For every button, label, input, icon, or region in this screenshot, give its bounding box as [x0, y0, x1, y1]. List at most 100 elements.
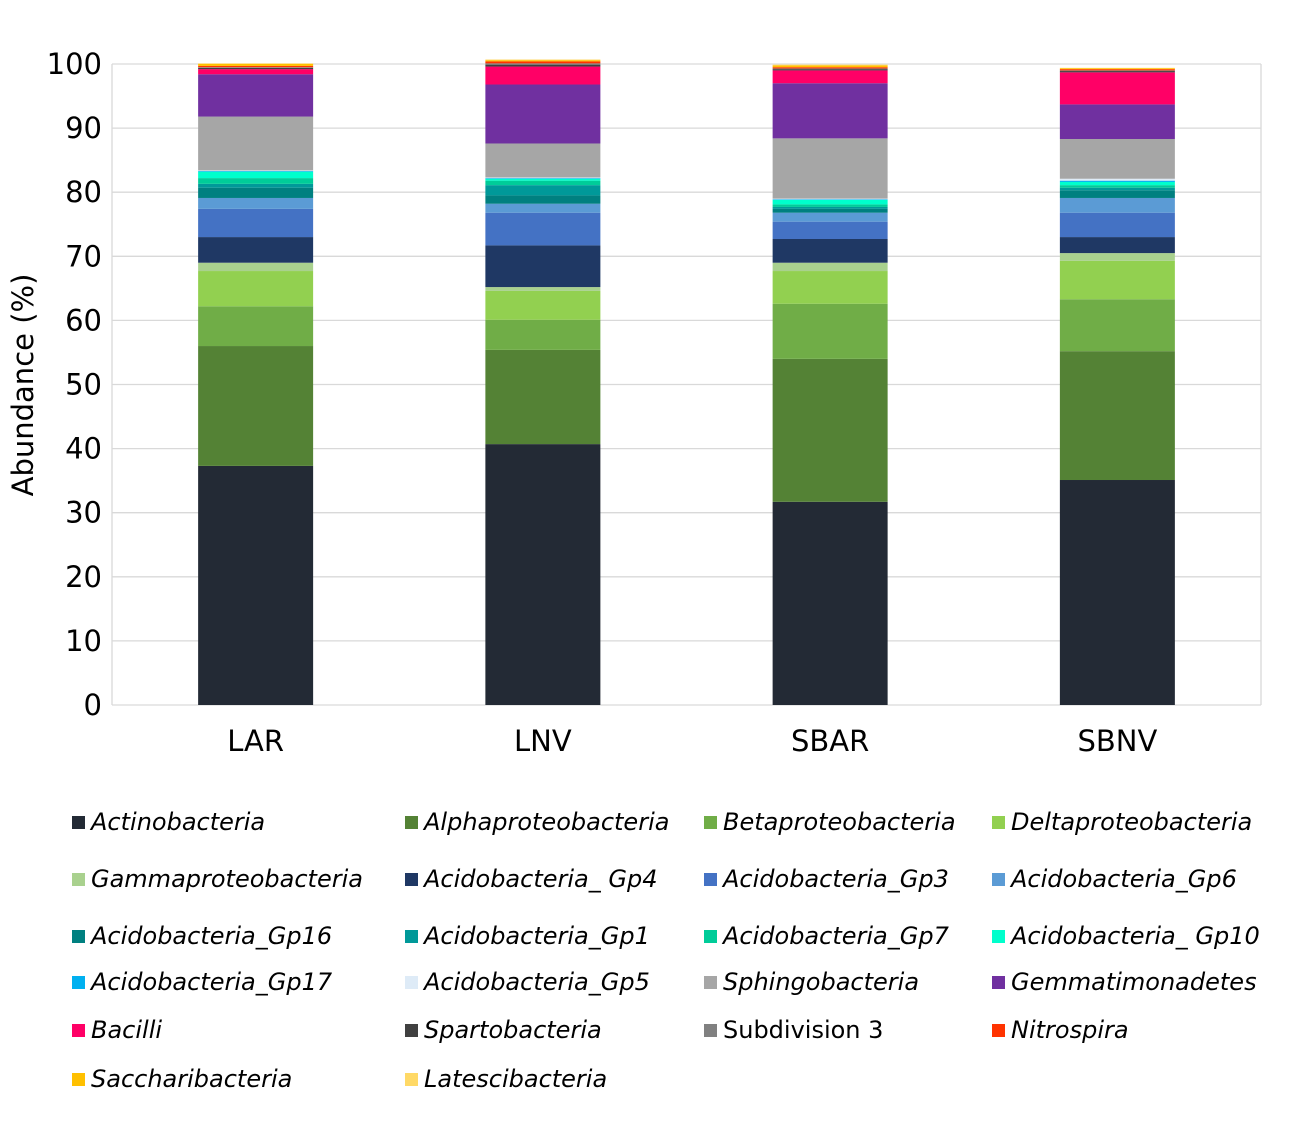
y-axis-ticks: 0 10 20 30 40 50 60 70 80 90 100	[47, 47, 102, 722]
bar-segment-subdivision-3	[485, 63, 601, 65]
bar-segment-deltaproteobacteria	[772, 271, 888, 304]
legend-item: Acidobacteria_Gp17	[72, 968, 332, 996]
legend-swatch	[992, 929, 1005, 943]
bar-segment-acidobacteria-gp4	[485, 245, 601, 288]
bar-segment-alphaproteobacteria	[1059, 351, 1175, 481]
bar-segment-actinobacteria	[198, 465, 314, 705]
bar-segment-subdivision-3	[772, 68, 888, 70]
legend-item: Spartobacteria	[405, 1016, 602, 1044]
y-tick-label: 90	[65, 111, 102, 145]
bar-segment-acidobacteria-gp7	[198, 178, 314, 184]
bar-segment-acidobacteria-gp4	[198, 237, 314, 263]
legend-swatch	[704, 929, 717, 943]
bar-segment-acidobacteria-gp7	[772, 204, 888, 207]
legend-item: Saccharibacteria	[72, 1065, 292, 1093]
bar-segment-acidobacteria-gp5	[198, 170, 314, 172]
bar-segment-acidobacteria-gp10	[485, 178, 601, 181]
bar-segment-acidobacteria-gp17	[772, 199, 888, 200]
bar-segment-gemmatimonadetes	[198, 74, 314, 117]
legend-label: Sphingobacteria	[723, 968, 920, 996]
bar-segment-acidobacteria-gp3	[485, 212, 601, 246]
legend-item: Bacilli	[72, 1016, 162, 1044]
legend-item: Nitrospira	[992, 1016, 1129, 1044]
bar-segment-subdivision-3	[1059, 70, 1175, 72]
bar-segment-betaproteobacteria	[1059, 299, 1175, 352]
bar-segment-acidobacteria-gp4	[772, 238, 888, 263]
legend-item: Deltaproteobacteria	[992, 808, 1252, 836]
bar-segment-latescibacteria	[772, 64, 888, 66]
legend-label: Gammaproteobacteria	[91, 865, 363, 893]
bar-segment-alphaproteobacteria	[485, 349, 601, 445]
bar-segment-latescibacteria	[1059, 67, 1175, 69]
legend-item: Subdivision 3	[704, 1016, 883, 1044]
bar-segment-acidobacteria-gp1	[1059, 187, 1175, 191]
bar-segment-acidobacteria-gp6	[198, 197, 314, 209]
bar-segment-acidobacteria-gp7	[1059, 185, 1175, 188]
bar-segment-saccharibacteria	[1059, 68, 1175, 70]
legend-swatch	[405, 815, 418, 829]
legend-swatch	[405, 975, 418, 989]
legend-label: Nitrospira	[1011, 1016, 1129, 1044]
bar-segment-gammaproteobacteria	[772, 262, 888, 272]
bar-segment-acidobacteria-gp3	[198, 208, 314, 238]
legend-label: Deltaproteobacteria	[1011, 808, 1253, 836]
bar-segment-deltaproteobacteria	[1059, 260, 1175, 300]
bar-segment-gammaproteobacteria	[1059, 253, 1175, 261]
bar-segment-spartobacteria	[772, 69, 888, 71]
bar-segment-acidobacteria-gp1	[198, 183, 314, 188]
bar-segment-nitrospira	[772, 67, 888, 69]
bar-segment-acidobacteria-gp17	[1059, 180, 1175, 182]
legend-swatch	[704, 815, 717, 829]
legend-item: Actinobacteria	[72, 808, 265, 836]
bar-segment-deltaproteobacteria	[198, 271, 314, 307]
bar-segment-sphingobacteria	[198, 116, 314, 171]
legend-item: Gammaproteobacteria	[72, 865, 363, 893]
bar-segment-acidobacteria-gp6	[1059, 197, 1175, 213]
bar-segment-bacilli	[1059, 72, 1175, 105]
bar-segment-acidobacteria-gp3	[1059, 212, 1175, 238]
bar-segment-actinobacteria	[772, 501, 888, 705]
legend-label: Acidobacteria_Gp6	[1011, 865, 1237, 893]
legend-item: Acidobacteria_Gp16	[72, 922, 332, 950]
bar-segment-saccharibacteria	[772, 65, 888, 68]
legend-swatch	[992, 872, 1005, 886]
bar-segment-nitrospira	[485, 61, 601, 64]
bar-segment-acidobacteria-gp5	[1059, 178, 1175, 181]
legend-swatch	[405, 1072, 418, 1086]
bar-segment-deltaproteobacteria	[485, 290, 601, 320]
bar-segment-acidobacteria-gp1	[485, 185, 601, 196]
y-axis-title: Abundance (%)	[6, 274, 40, 497]
bar-stack-lnv	[485, 59, 601, 705]
legend-item: Acidobacteria_ Gp10	[992, 922, 1260, 950]
legend-swatch	[405, 929, 418, 943]
y-tick-label: 0	[84, 688, 102, 722]
legend-swatch	[72, 872, 85, 886]
bar-segment-actinobacteria	[1059, 480, 1175, 705]
bar-segment-bacilli	[485, 66, 601, 85]
bar-segment-gemmatimonadetes	[485, 84, 601, 144]
bar-segment-spartobacteria	[485, 64, 601, 67]
legend-label: Gemmatimonadetes	[1011, 968, 1257, 996]
legend-label: Actinobacteria	[91, 808, 266, 836]
stacked-bar-chart: 0 10 20 30 40 50 60 70 80 90 100 LAR LNV SBAR SBNV Ab…	[6, 47, 1262, 758]
bar-segment-gammaproteobacteria	[198, 262, 314, 272]
bar-segment-acidobacteria-gp17	[485, 178, 601, 179]
y-tick-label: 20	[65, 560, 102, 594]
bar-segment-saccharibacteria	[485, 60, 601, 62]
y-tick-label: 40	[65, 432, 102, 466]
legend-swatch	[405, 1023, 418, 1037]
bar-segment-latescibacteria	[198, 63, 314, 64]
legend-swatch	[72, 1023, 85, 1037]
legend-label: Acidobacteria_Gp16	[91, 922, 333, 950]
bar-segment-subdivision-3	[198, 67, 314, 68]
bar-stack-sbnv	[1059, 67, 1175, 705]
legend-swatch	[704, 975, 717, 989]
legend-swatch	[992, 815, 1005, 829]
bars	[198, 59, 1175, 705]
bar-segment-acidobacteria-gp17	[198, 171, 314, 172]
legend-swatch	[72, 975, 85, 989]
bar-segment-bacilli	[772, 70, 888, 84]
bar-segment-sphingobacteria	[1059, 138, 1175, 179]
bar-segment-bacilli	[198, 69, 314, 75]
y-tick-label: 100	[47, 47, 102, 81]
